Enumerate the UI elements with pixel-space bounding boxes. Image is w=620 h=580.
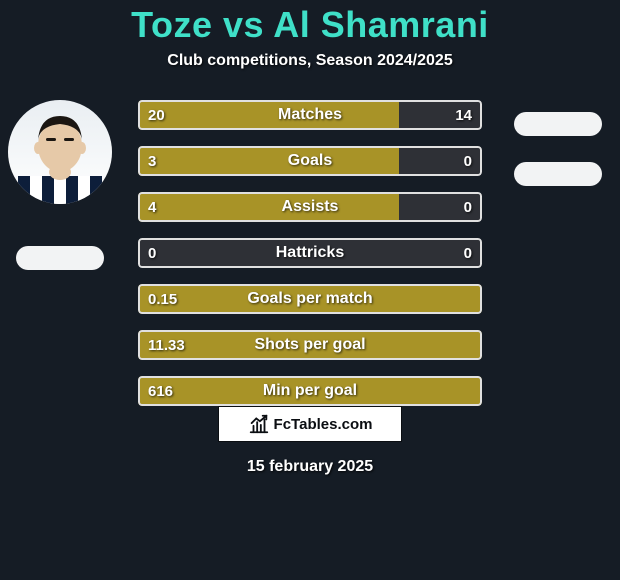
club-pill-right-2 [514,162,602,186]
title-player2: Al Shamrani [273,4,489,45]
bar-fill [138,376,482,406]
avatar-player1 [8,100,112,204]
title-player1: Toze [131,4,212,45]
logo-prefix: Fc [274,416,292,433]
bar-fill [138,146,399,176]
logo-chart-icon [248,413,270,435]
bar-fill [138,330,482,360]
club-pill-right-1 [514,112,602,136]
club-pill-left [16,246,104,270]
title-vs: vs [223,4,264,45]
bar-fill [138,192,399,222]
bar-fill [138,100,399,130]
avatar-player1-svg [8,100,112,204]
logo-suffix: .com [337,416,372,433]
logo-text: FcTables.com [274,416,373,433]
bar-fill [138,284,482,314]
stat-bar-row: Shots per goal11.33 [138,330,482,360]
logo-main: Tables [291,416,337,433]
subtitle: Club competitions, Season 2024/2025 [0,52,620,70]
stat-bar-row: Goals30 [138,146,482,176]
stat-bar-row: Goals per match0.15 [138,284,482,314]
stat-bar-row: Matches2014 [138,100,482,130]
logo-box: FcTables.com [218,406,402,442]
stat-bar-row: Assists40 [138,192,482,222]
stat-bar-row: Min per goal616 [138,376,482,406]
date-text: 15 february 2025 [0,458,620,476]
content: Toze vs Al Shamrani Club competitions, S… [0,0,620,580]
stat-bar-row: Hattricks00 [138,238,482,268]
page-title: Toze vs Al Shamrani [0,4,620,46]
bar-track [138,238,482,268]
stat-bars: Matches2014 Goals30 Assists40 Hattricks00 Go… [138,100,482,422]
